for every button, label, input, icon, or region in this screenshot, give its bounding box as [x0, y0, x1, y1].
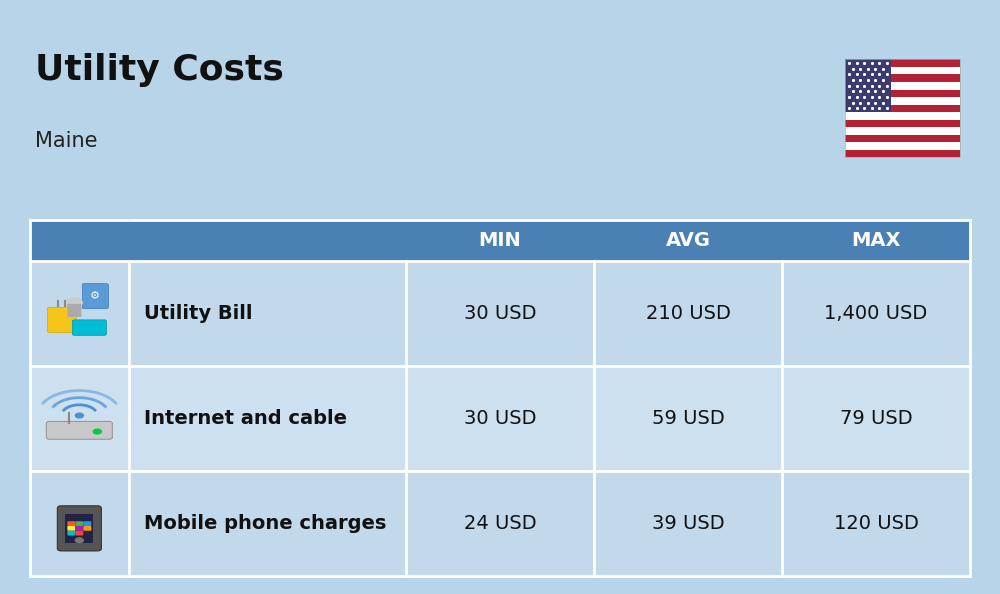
FancyBboxPatch shape	[845, 97, 960, 105]
Text: 210 USD: 210 USD	[646, 304, 730, 323]
FancyBboxPatch shape	[845, 120, 960, 127]
FancyBboxPatch shape	[83, 526, 91, 531]
FancyBboxPatch shape	[57, 505, 101, 551]
Text: 59 USD: 59 USD	[652, 409, 724, 428]
FancyBboxPatch shape	[83, 522, 91, 526]
FancyBboxPatch shape	[845, 105, 960, 112]
FancyBboxPatch shape	[75, 526, 83, 531]
Text: Maine: Maine	[35, 131, 98, 151]
Text: Internet and cable: Internet and cable	[144, 409, 347, 428]
FancyBboxPatch shape	[845, 74, 960, 82]
Text: 30 USD: 30 USD	[464, 409, 536, 428]
FancyBboxPatch shape	[30, 366, 970, 471]
FancyBboxPatch shape	[845, 59, 960, 67]
FancyBboxPatch shape	[30, 220, 970, 261]
FancyBboxPatch shape	[65, 513, 93, 543]
Text: 30 USD: 30 USD	[464, 304, 536, 323]
Text: AVG: AVG	[666, 231, 710, 249]
FancyBboxPatch shape	[845, 90, 960, 97]
FancyBboxPatch shape	[67, 522, 75, 526]
FancyBboxPatch shape	[845, 59, 891, 112]
FancyBboxPatch shape	[47, 308, 76, 333]
FancyBboxPatch shape	[30, 261, 970, 366]
FancyBboxPatch shape	[82, 284, 108, 309]
FancyBboxPatch shape	[30, 471, 970, 576]
FancyBboxPatch shape	[46, 422, 112, 439]
FancyBboxPatch shape	[845, 135, 960, 143]
Text: 79 USD: 79 USD	[840, 409, 912, 428]
Text: 24 USD: 24 USD	[464, 514, 536, 533]
Text: ⚙: ⚙	[90, 290, 100, 301]
FancyBboxPatch shape	[72, 320, 106, 335]
Text: 1,400 USD: 1,400 USD	[824, 304, 928, 323]
FancyBboxPatch shape	[75, 531, 83, 536]
FancyBboxPatch shape	[67, 526, 75, 531]
Text: 120 USD: 120 USD	[834, 514, 918, 533]
Text: Mobile phone charges: Mobile phone charges	[144, 514, 386, 533]
Text: Utility Bill: Utility Bill	[144, 304, 252, 323]
Circle shape	[66, 298, 82, 308]
Text: MAX: MAX	[851, 231, 901, 249]
FancyBboxPatch shape	[67, 304, 81, 317]
FancyBboxPatch shape	[845, 82, 960, 90]
Text: MIN: MIN	[479, 231, 521, 249]
Circle shape	[75, 413, 83, 418]
FancyBboxPatch shape	[845, 143, 960, 150]
Circle shape	[93, 429, 101, 434]
FancyBboxPatch shape	[845, 150, 960, 157]
FancyBboxPatch shape	[67, 531, 75, 536]
FancyBboxPatch shape	[75, 522, 83, 526]
FancyBboxPatch shape	[845, 112, 960, 120]
FancyBboxPatch shape	[845, 127, 960, 135]
Text: 39 USD: 39 USD	[652, 514, 724, 533]
Circle shape	[75, 538, 83, 543]
Text: Utility Costs: Utility Costs	[35, 53, 284, 87]
FancyBboxPatch shape	[845, 67, 960, 74]
